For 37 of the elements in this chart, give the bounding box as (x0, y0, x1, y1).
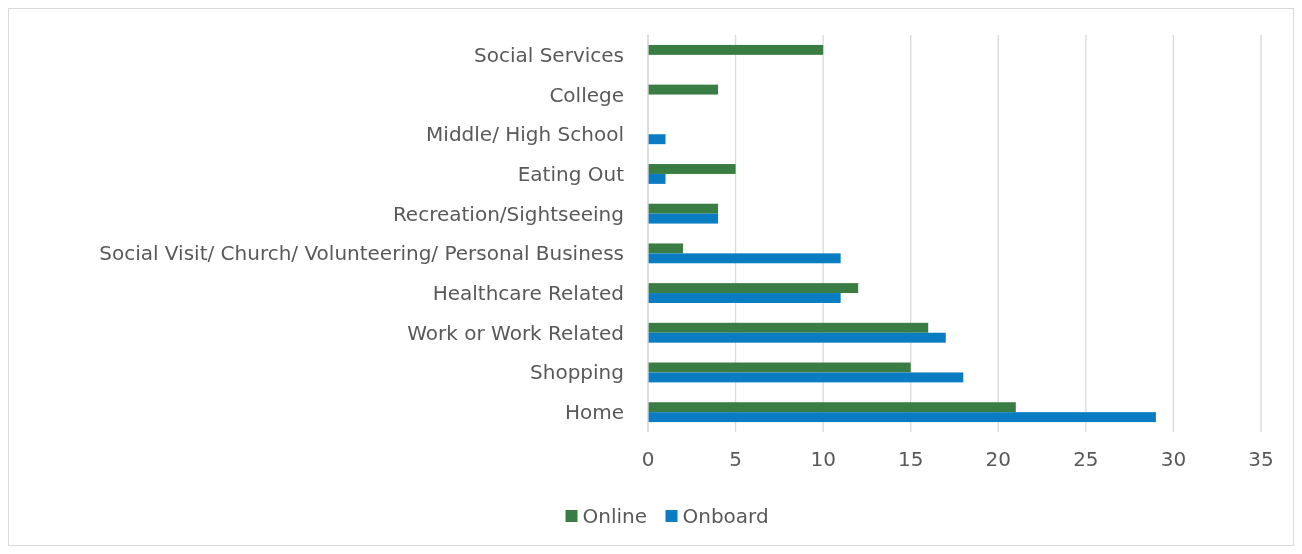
bar (648, 253, 841, 264)
x-tick-label: 0 (641, 447, 655, 471)
y-tick-label: Middle/ High School (426, 122, 624, 147)
bar (648, 44, 824, 55)
legend-label: Online (582, 504, 648, 528)
bar (648, 243, 684, 254)
y-tick-label: Recreation/Sightseeing (392, 201, 624, 226)
x-tick-label: 25 (1073, 447, 1099, 471)
legend-label: Onboard (682, 504, 769, 528)
y-tick-label: Shopping (530, 360, 624, 385)
x-tick-label: 5 (729, 447, 742, 471)
bar (648, 402, 1016, 413)
bar (648, 322, 929, 333)
bar (648, 332, 946, 343)
bar (648, 372, 964, 383)
x-tick-label: 35 (1248, 447, 1274, 471)
y-tick-label: Social Visit/ Church/ Volunteering/ Personal Business (99, 241, 624, 266)
x-tick-label: 30 (1160, 447, 1187, 471)
bar (648, 164, 736, 174)
bar (648, 203, 719, 214)
y-tick-label: Social Services (474, 42, 624, 67)
x-tick-label: 15 (897, 447, 924, 471)
y-tick-label: Healthcare Related (432, 281, 624, 306)
y-tick-label: Home (564, 400, 624, 425)
bar (648, 283, 859, 294)
y-tick-label: College (549, 82, 624, 107)
bar (648, 84, 719, 95)
y-tick-label: Eating Out (517, 161, 625, 186)
bar (648, 213, 719, 224)
bar (648, 293, 841, 303)
bar (648, 412, 1156, 423)
x-tick-label: 20 (985, 447, 1012, 471)
bar (648, 173, 666, 184)
x-tick-label: 10 (810, 447, 836, 471)
bar (648, 362, 911, 373)
bar (648, 134, 666, 145)
y-tick-label: Work or Work Related (407, 320, 624, 345)
